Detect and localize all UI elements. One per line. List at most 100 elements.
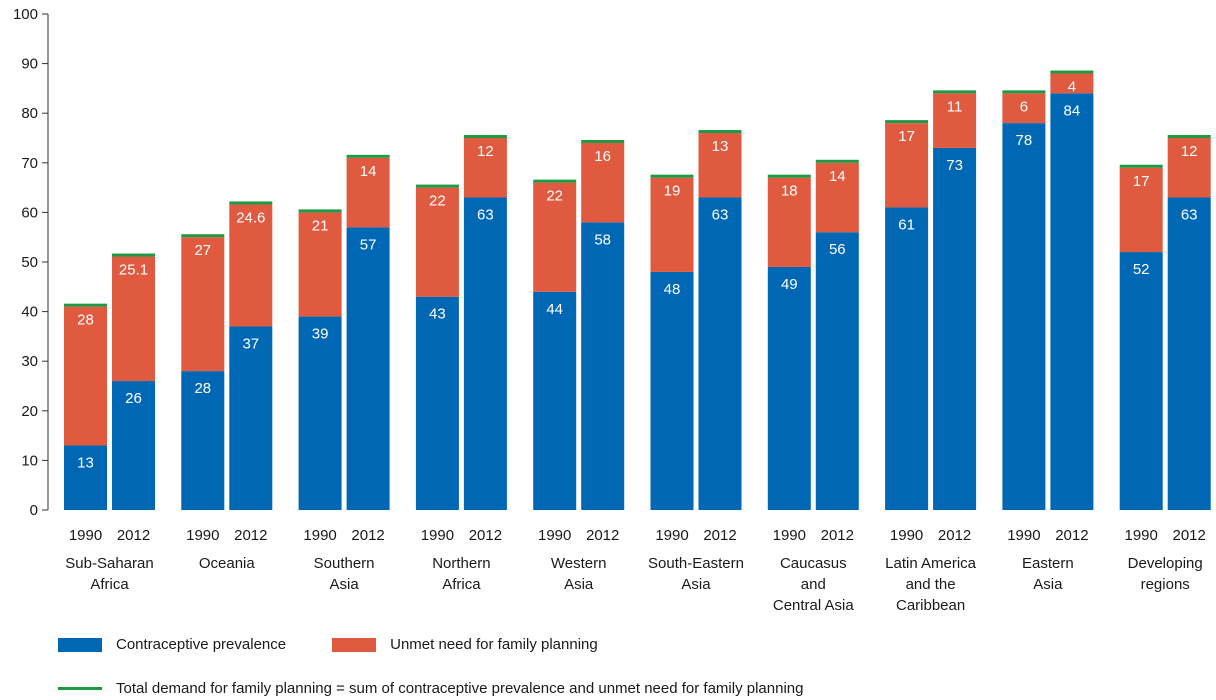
data-label-unmet: 18	[781, 183, 798, 200]
bar-unmet	[1002, 93, 1046, 124]
bar-total-demand-line	[415, 184, 459, 188]
bar-total-demand-line	[181, 234, 225, 238]
x-group-label: Africa	[90, 576, 129, 593]
bar-contraceptive	[1167, 197, 1211, 510]
bar-contraceptive	[415, 296, 459, 510]
y-tick-label: 10	[21, 452, 38, 469]
data-label-contraceptive: 73	[946, 157, 963, 174]
data-label-contraceptive: 52	[1133, 261, 1150, 278]
bar-contraceptive	[181, 371, 225, 510]
x-group-label: Central Asia	[773, 597, 855, 614]
data-label-unmet: 14	[829, 168, 846, 185]
bar-contraceptive	[533, 291, 577, 510]
x-group-label: Eastern	[1022, 555, 1074, 572]
x-year-label: 2012	[351, 527, 384, 544]
x-year-label: 1990	[890, 527, 923, 544]
bar-unmet	[229, 204, 273, 327]
bar-unmet	[650, 177, 694, 272]
bar-total-demand-line	[533, 179, 577, 183]
x-year-label: 1990	[538, 527, 571, 544]
x-group-label: Latin America	[885, 555, 977, 572]
bar-contraceptive	[1119, 252, 1163, 510]
data-label-unmet: 4	[1068, 79, 1076, 96]
x-group-label: Oceania	[199, 555, 256, 572]
data-label-unmet: 22	[546, 188, 563, 205]
bar-unmet	[698, 133, 742, 198]
x-year-label: 2012	[1055, 527, 1088, 544]
bar-contraceptive	[112, 381, 155, 510]
x-year-label: 2012	[469, 527, 502, 544]
x-group-label: Sub-Saharan	[65, 555, 153, 572]
bar-contraceptive	[229, 326, 273, 510]
data-label-contraceptive: 48	[664, 281, 681, 298]
y-tick-label: 80	[21, 105, 38, 122]
legend-label-total: Total demand for family planning = sum o…	[116, 680, 804, 697]
bar-unmet	[415, 187, 459, 297]
y-tick-label: 30	[21, 353, 38, 370]
data-label-contraceptive: 44	[546, 301, 563, 318]
bar-unmet	[533, 182, 577, 292]
y-tick-label: 50	[21, 254, 38, 271]
data-label-unmet: 14	[360, 163, 377, 180]
x-year-label: 1990	[655, 527, 688, 544]
bar-total-demand-line	[698, 130, 742, 134]
bar-total-demand-line	[581, 139, 625, 143]
x-group-label: Asia	[564, 576, 594, 593]
y-tick-label: 20	[21, 403, 38, 420]
x-year-label: 1990	[1007, 527, 1040, 544]
x-group-label: regions	[1141, 576, 1190, 593]
data-label-unmet: 17	[1133, 173, 1150, 190]
bar-total-demand-line	[1119, 164, 1163, 168]
data-label-contraceptive: 28	[194, 380, 211, 397]
x-group-label: Caucasus	[780, 555, 847, 572]
x-year-label: 1990	[186, 527, 219, 544]
bar-contraceptive	[64, 445, 107, 510]
x-group-label: Caribbean	[896, 597, 965, 614]
bar-unmet	[64, 306, 107, 446]
x-group-label: Western	[551, 555, 607, 572]
data-label-contraceptive: 43	[429, 306, 446, 323]
bar-unmet	[346, 157, 390, 228]
legend-swatch-contraceptive	[58, 637, 102, 652]
data-label-unmet: 19	[664, 183, 681, 200]
x-year-label: 1990	[773, 527, 806, 544]
bar-unmet	[885, 123, 929, 208]
bar-total-demand-line	[1050, 70, 1094, 74]
legend-label-contraceptive: Contraceptive prevalence	[116, 636, 287, 653]
x-group-label: Developing	[1128, 555, 1203, 572]
data-label-unmet: 13	[712, 138, 729, 155]
bar-total-demand-line	[346, 154, 390, 158]
data-label-contraceptive: 84	[1064, 102, 1081, 119]
bar-contraceptive	[933, 147, 977, 511]
data-label-unmet: 11	[947, 98, 963, 115]
x-group-label: Asia	[681, 576, 711, 593]
y-tick-label: 100	[13, 6, 38, 23]
bar-contraceptive	[650, 271, 694, 510]
bar-contraceptive	[581, 222, 625, 510]
bar-unmet	[112, 256, 155, 382]
data-label-contraceptive: 78	[1016, 132, 1033, 149]
data-label-unmet: 24.6	[236, 209, 265, 226]
data-label-contraceptive: 57	[360, 236, 377, 253]
stacked-bar-chart: 0 10 20 30 40 50 60 70 80 90 100 13 28 1990 26 25.1 2012…	[13, 6, 1211, 614]
data-label-contraceptive: 13	[77, 455, 94, 472]
x-group-label: and	[801, 576, 826, 593]
data-label-contraceptive: 58	[594, 231, 611, 248]
bar-contraceptive	[698, 197, 742, 510]
y-tick-label: 40	[21, 304, 38, 321]
bar-unmet	[581, 142, 625, 223]
bar-contraceptive	[1050, 93, 1094, 511]
x-year-label: 2012	[821, 527, 854, 544]
data-label-unmet: 25.1	[119, 262, 148, 279]
data-label-contraceptive: 63	[712, 207, 729, 224]
data-label-contraceptive: 39	[312, 326, 329, 343]
x-year-label: 1990	[303, 527, 336, 544]
data-label-contraceptive: 49	[781, 276, 798, 293]
bar-total-demand-line	[112, 253, 155, 257]
legend-label-unmet: Unmet need for family planning	[390, 636, 598, 653]
data-label-unmet: 16	[594, 148, 611, 165]
legend-row-2: Total demand for family planning = sum o…	[58, 680, 803, 697]
bar-contraceptive	[346, 227, 390, 510]
x-group-label: Northern	[432, 555, 490, 572]
bar-total-demand-line	[463, 135, 507, 138]
